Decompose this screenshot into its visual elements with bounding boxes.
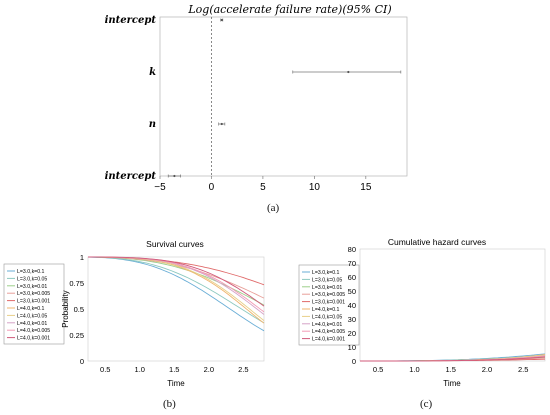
y-tick-label: 0.75 (69, 279, 84, 288)
hazard-curve-L=4.0,k=0.001 (360, 356, 546, 362)
estimate-point-n (220, 122, 223, 126)
x-tick-label: 1.0 (135, 365, 145, 374)
estimate-point-k (347, 70, 350, 74)
survival-curve-L=3.0,k=0.05 (88, 256, 265, 324)
y-tick-label: 80 (348, 245, 356, 254)
legend-label: L=3.0,k=0.001 (17, 299, 50, 305)
hazard-plot-frame (359, 248, 546, 362)
legend-label: L=4.0,k=0.05 (17, 313, 47, 319)
legend-label: L=3.0,k=0.01 (17, 284, 47, 290)
y-tick-label: 40 (348, 301, 356, 310)
x-tick-label: 15 (360, 182, 372, 193)
y-tick-label: 0.25 (69, 331, 84, 340)
survival-chart-title: Survival curves (146, 239, 204, 249)
y-tick-label: 0.5 (74, 305, 84, 314)
x-tick-label: 5 (260, 182, 266, 193)
y-tick-label: 0 (80, 357, 84, 366)
y-tick-label: 60 (348, 273, 356, 282)
legend-label: L=3.0,k=0.05 (17, 276, 47, 282)
legend-label: L=4.0,k=0.001 (312, 337, 345, 343)
x-tick-label: 1.0 (409, 365, 419, 374)
legend-label: L=3.0,k=0.05 (312, 277, 342, 283)
y-tick-label: 1 (80, 253, 84, 262)
y-tick-label: 20 (348, 329, 356, 338)
legend-label: L=3.0,k=0.005 (17, 291, 50, 297)
estimate-point-intercept (173, 174, 176, 178)
y-tick-label: 30 (348, 315, 356, 324)
forest-plot-frame (159, 16, 408, 177)
survival-curve-L=4.0,k=0.001 (88, 256, 265, 307)
row-label-k: k (149, 67, 156, 78)
survival-ylabel: Probability (61, 290, 70, 327)
legend-label: L=3.0,k=0.1 (312, 270, 340, 276)
y-tick-label: 10 (348, 343, 356, 352)
caption-a: (a) (267, 202, 280, 214)
legend-label: L=4.0,k=0.05 (312, 314, 342, 320)
survival-chart: Survival curves Probability Time 0 0.25 0.… (3, 239, 265, 388)
x-tick-label: 1.5 (445, 365, 455, 374)
caption-b: (b) (163, 398, 176, 410)
survival-curve-L=3.0,k=0.005 (87, 256, 265, 299)
y-tick-label: 50 (348, 287, 356, 296)
legend-label: L=4.0,k=0.1 (312, 307, 340, 313)
legend-label: L=4.0,k=0.001 (17, 336, 50, 342)
x-tick-label: 1.5 (169, 365, 179, 374)
row-label-n: n (149, 119, 156, 130)
legend-label: L=4.0,k=0.01 (17, 321, 47, 327)
legend-label: L=3.0,k=0.01 (312, 285, 342, 291)
x-tick-label: 10 (309, 182, 321, 193)
x-tick-label: 2.0 (204, 365, 214, 374)
x-tick-label: 2.5 (238, 365, 248, 374)
y-tick-label: 0 (352, 357, 356, 366)
row-label-intercept: intercept (105, 171, 157, 182)
hazard-chart-title: Cumulative hazard curves (388, 237, 486, 247)
x-tick-label: 2.5 (518, 365, 528, 374)
survival-plot-frame (87, 256, 265, 362)
legend-label: L=4.0,k=0.01 (312, 322, 342, 328)
legend-label: L=3.0,k=0.1 (17, 269, 45, 275)
x-tick-label: 0 (209, 182, 215, 193)
x-tick-label: −5 (154, 182, 166, 193)
x-tick-label: 0.5 (100, 365, 110, 374)
caption-c: (c) (420, 398, 433, 410)
y-tick-label: 70 (348, 259, 356, 268)
x-tick-label: 2.0 (482, 365, 492, 374)
hazard-xlabel: Time (443, 379, 461, 388)
legend-label: L=4.0,k=0.005 (17, 328, 50, 334)
row-label-intercept: intercept (105, 15, 157, 26)
legend-label: L=3.0,k=0.005 (312, 292, 345, 298)
legend-label: L=3.0,k=0.001 (312, 300, 345, 306)
forest-plot-title: Log(accelerate failure rate)(95% CI) (187, 3, 391, 16)
legend-label: L=4.0,k=0.1 (17, 306, 45, 312)
x-tick-label: 0.5 (373, 365, 383, 374)
survival-xlabel: Time (167, 379, 185, 388)
estimate-point-intercept (220, 18, 223, 22)
survival-curve-L=3.0,k=0.001 (88, 256, 265, 286)
legend-label: L=4.0,k=0.005 (312, 329, 345, 335)
cumulative-hazard-chart: Cumulative hazard curves Time 0 10 20 30 40 5… (298, 237, 546, 388)
forest-plot: Log(accelerate failure rate)(95% CI) int… (105, 3, 408, 193)
